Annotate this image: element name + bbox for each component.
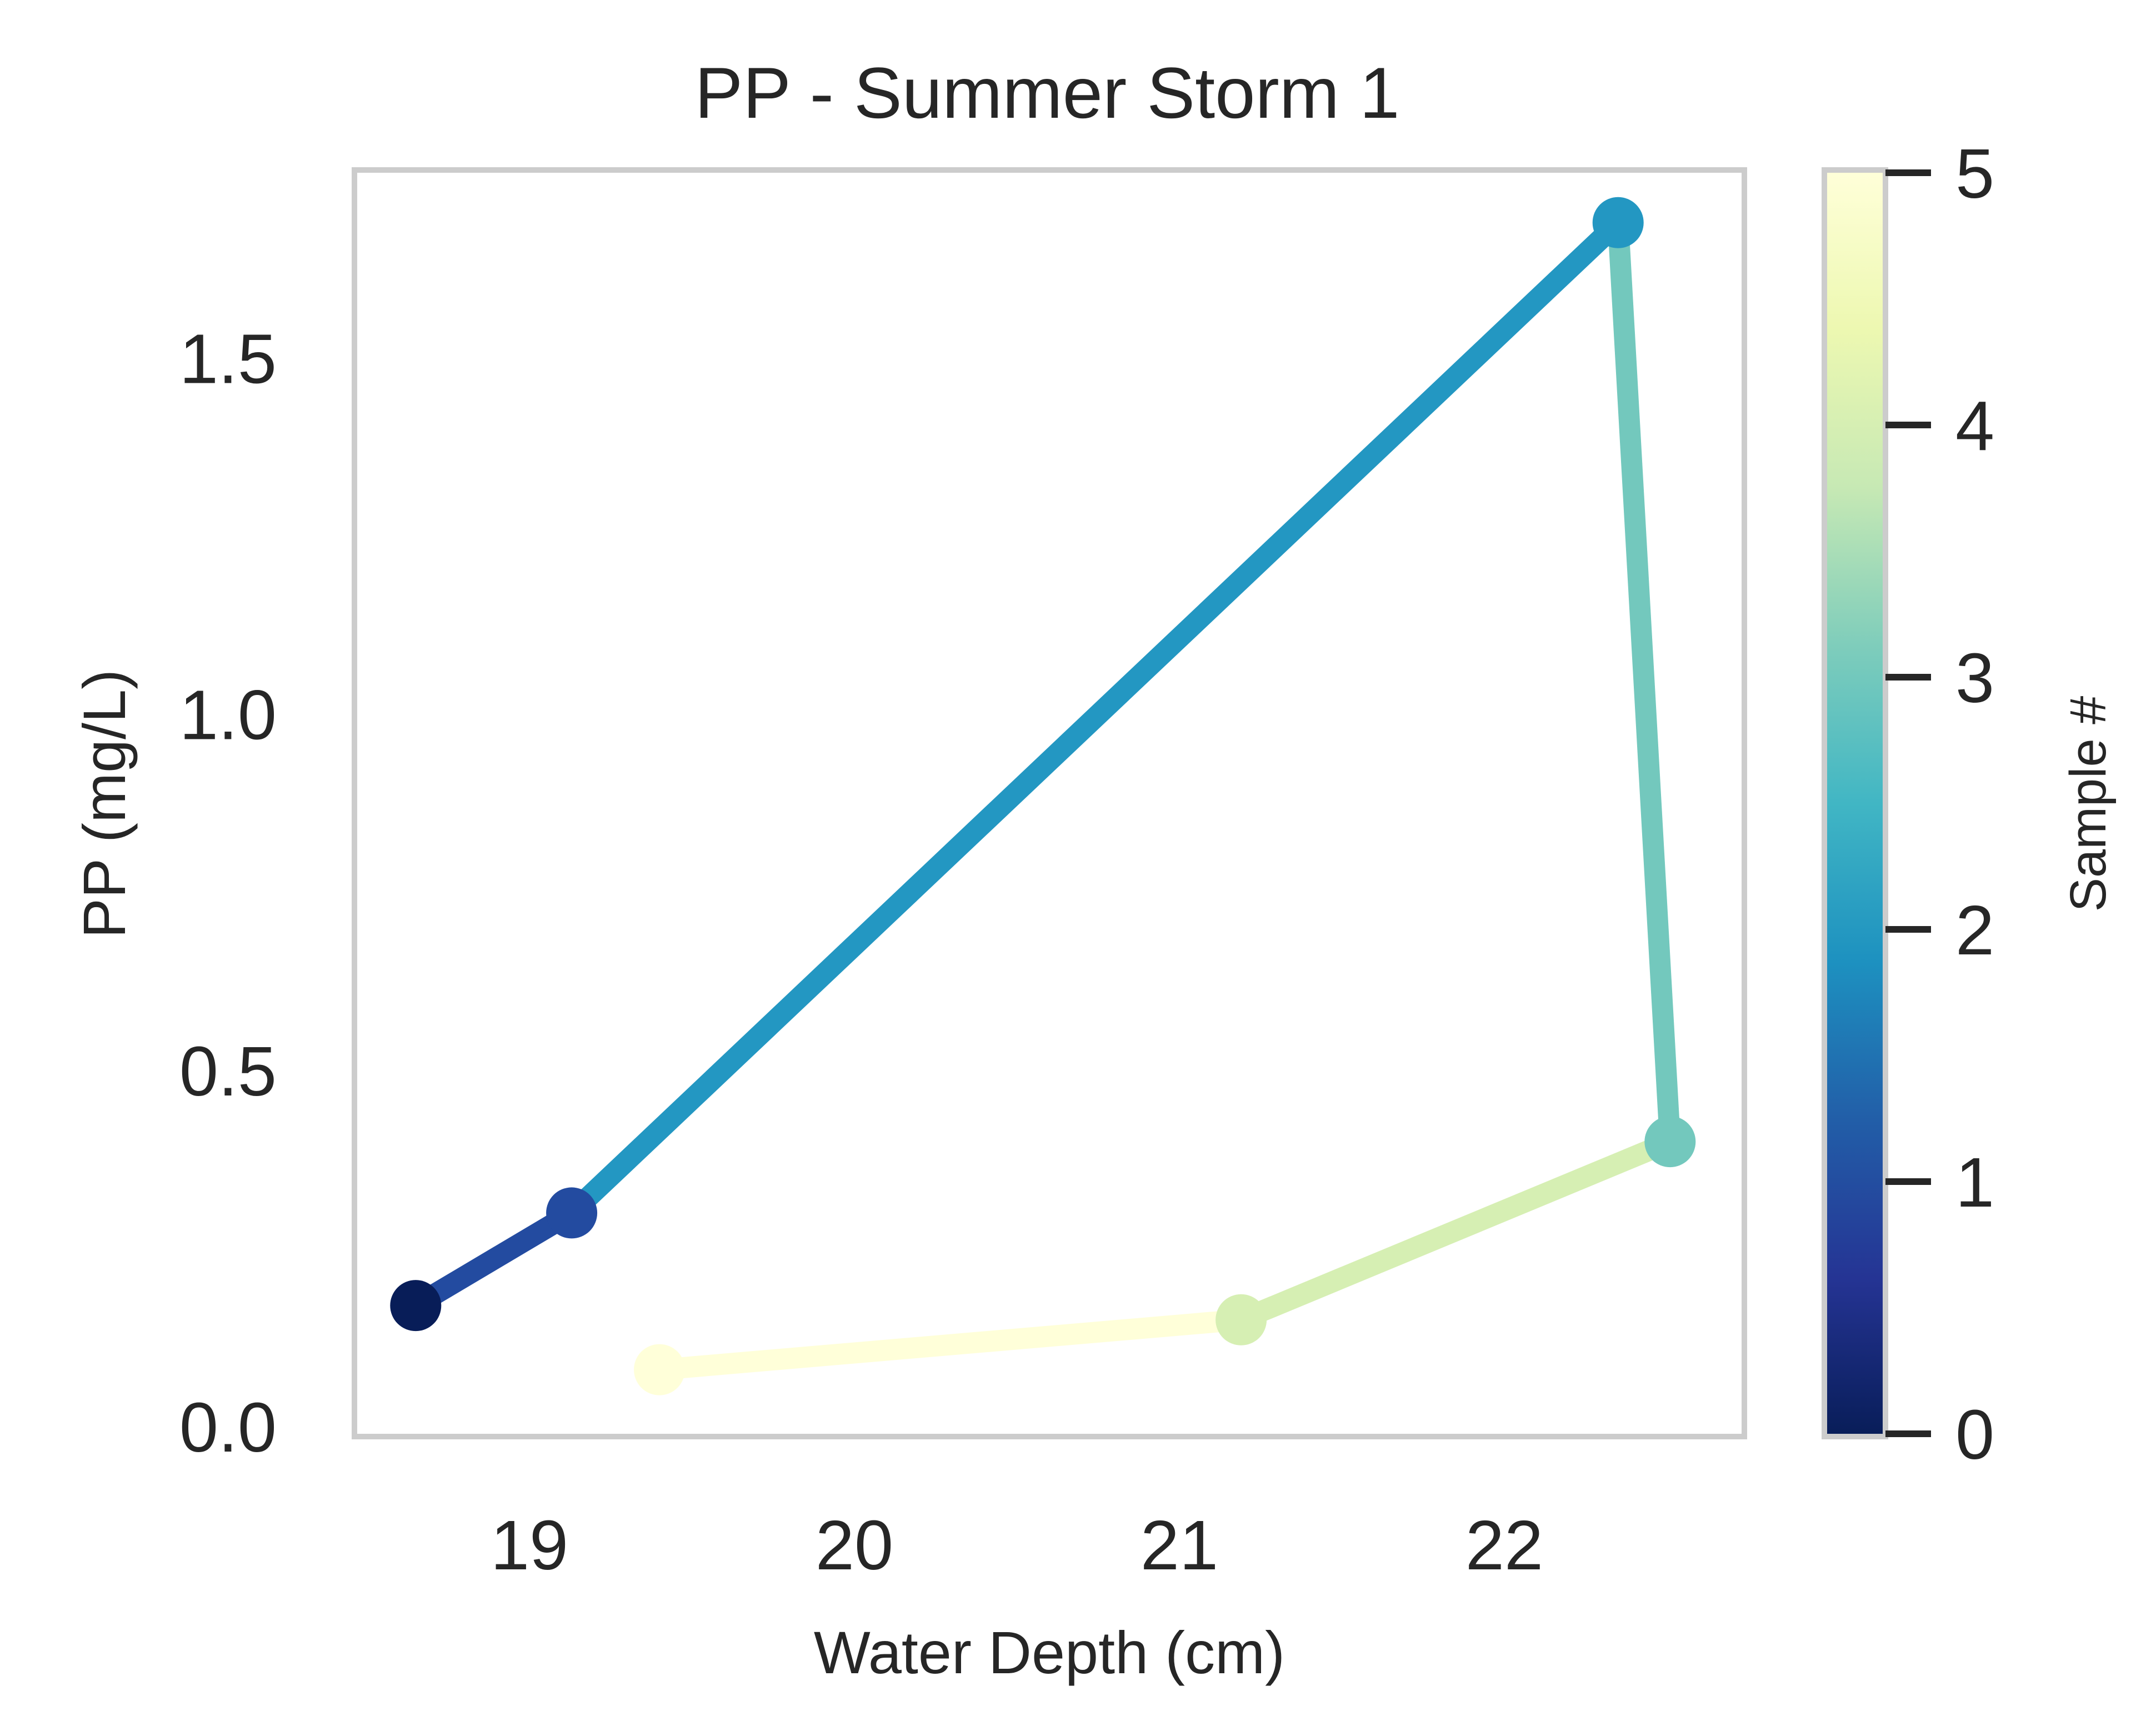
colorbar-ticks: 0 1 2 3 4 5 [1885,134,1994,1474]
colorbar-gradient [1822,167,1888,1439]
data-markers [390,197,1696,1395]
y-tick-label: 1.0 [179,676,277,754]
line-segment-4-5 [658,1309,1242,1380]
colorbar-tick-label: 4 [1955,387,1994,465]
x-tick-label: 19 [491,1506,568,1584]
data-point-sample-2 [1592,197,1644,248]
colorbar-tick-label: 2 [1955,891,1994,969]
x-tick-label: 22 [1465,1506,1543,1584]
line-segment-1-2 [564,214,1625,1221]
colorbar-tick-label: 1 [1955,1143,1994,1222]
data-point-sample-4 [1215,1294,1267,1345]
data-point-sample-0 [390,1280,442,1332]
x-axis-label: Water Depth (cm) [814,1619,1285,1686]
x-tick-label: 21 [1140,1506,1218,1584]
line-segment-3-4 [1237,1132,1674,1330]
y-axis-ticks: 0.0 0.5 1.0 1.5 [179,319,277,1467]
colorbar-tick-label: 3 [1955,639,1994,717]
y-tick-label: 0.0 [179,1388,277,1467]
data-point-sample-5 [634,1344,686,1395]
line-segment-2-3 [1607,222,1681,1143]
line-segment-0-1 [410,1204,577,1315]
x-tick-label: 20 [816,1506,893,1584]
chart-title: PP - Summer Storm 1 [694,52,1399,133]
plot-area: 19 20 21 22 0.0 0.5 1.0 1.5 [179,167,1747,1584]
colorbar-tick-label: 5 [1955,134,1994,213]
colorbar-tick-label: 0 [1955,1395,1994,1474]
y-axis-label: PP (mg/L) [71,669,138,938]
colorbar: 0 1 2 3 4 5 Sample # [1822,134,2117,1474]
y-tick-label: 0.5 [179,1032,277,1110]
plot-frame [352,167,1747,1439]
y-tick-label: 1.5 [179,319,277,398]
colorbar-label: Sample # [2060,696,2117,912]
line-segments [410,214,1681,1380]
x-axis-ticks: 19 20 21 22 [491,1506,1543,1584]
data-point-sample-3 [1644,1116,1696,1168]
data-point-sample-1 [546,1187,598,1239]
